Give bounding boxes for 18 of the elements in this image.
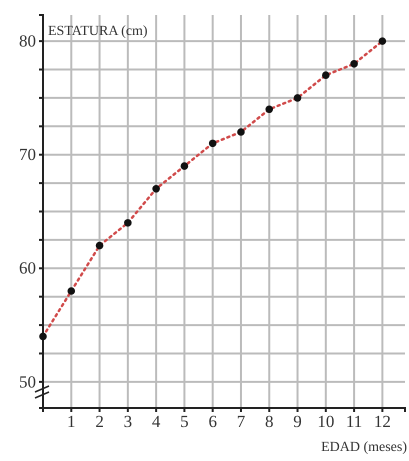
y-tick-label: 80 <box>19 32 36 51</box>
x-tick-label: 2 <box>95 412 104 432</box>
x-tick-label: 4 <box>152 412 161 432</box>
x-tick-label: 3 <box>124 412 132 432</box>
x-tick-label: 11 <box>346 412 362 432</box>
y-axis-title: ESTATURA (cm) <box>48 24 148 39</box>
y-tick-label: 70 <box>19 145 36 164</box>
x-tick-label: 9 <box>293 412 302 432</box>
x-tick-label: 7 <box>236 412 246 432</box>
x-tick-label: 6 <box>208 412 217 432</box>
x-axis-title: EDAD (meses) <box>321 440 408 455</box>
x-tick-label: 5 <box>180 412 189 432</box>
y-tick-label: 60 <box>19 258 36 278</box>
y-tick-label: 50 <box>19 372 36 392</box>
x-tick-label: 8 <box>265 412 274 432</box>
x-tick-label: 1 <box>67 412 76 432</box>
x-tick-label: 10 <box>317 412 334 432</box>
x-tick-label: 12 <box>374 412 391 432</box>
